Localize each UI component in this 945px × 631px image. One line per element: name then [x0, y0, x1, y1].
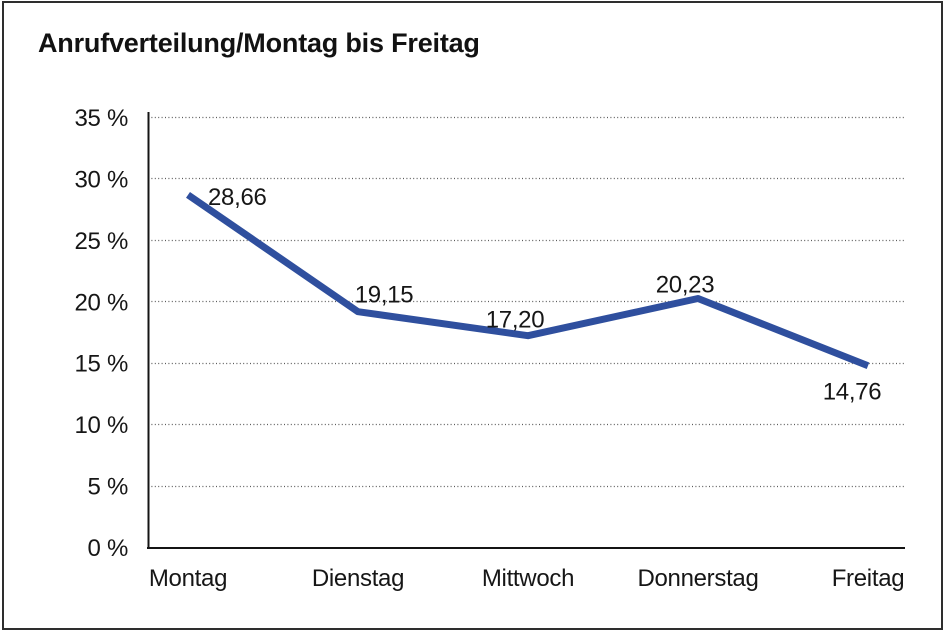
y-tick-label: 30 % [74, 166, 128, 193]
y-tick-label: 15 % [74, 351, 128, 378]
data-point-label: 28,66 [208, 184, 267, 211]
y-tick-label: 5 % [88, 474, 128, 501]
y-tick-label: 35 % [74, 105, 128, 132]
data-point-label: 14,76 [823, 379, 882, 406]
category-label: Dienstag [312, 565, 404, 592]
data-point-label: 20,23 [656, 271, 715, 298]
y-tick-label: 0 % [88, 535, 128, 562]
data-line [186, 192, 870, 369]
chart-title: Anrufverteilung/Montag bis Freitag [38, 28, 480, 58]
category-label: Montag [149, 565, 227, 592]
y-tick-label: 25 % [74, 228, 128, 255]
category-label: Freitag [832, 565, 905, 592]
y-tick-label: 20 % [74, 289, 128, 316]
data-point-label: 19,15 [355, 282, 414, 309]
data-point-label: 17,20 [486, 307, 545, 334]
y-tick-label: 10 % [74, 412, 128, 439]
category-label: Donnerstag [637, 565, 758, 592]
category-label: Mittwoch [482, 565, 574, 592]
